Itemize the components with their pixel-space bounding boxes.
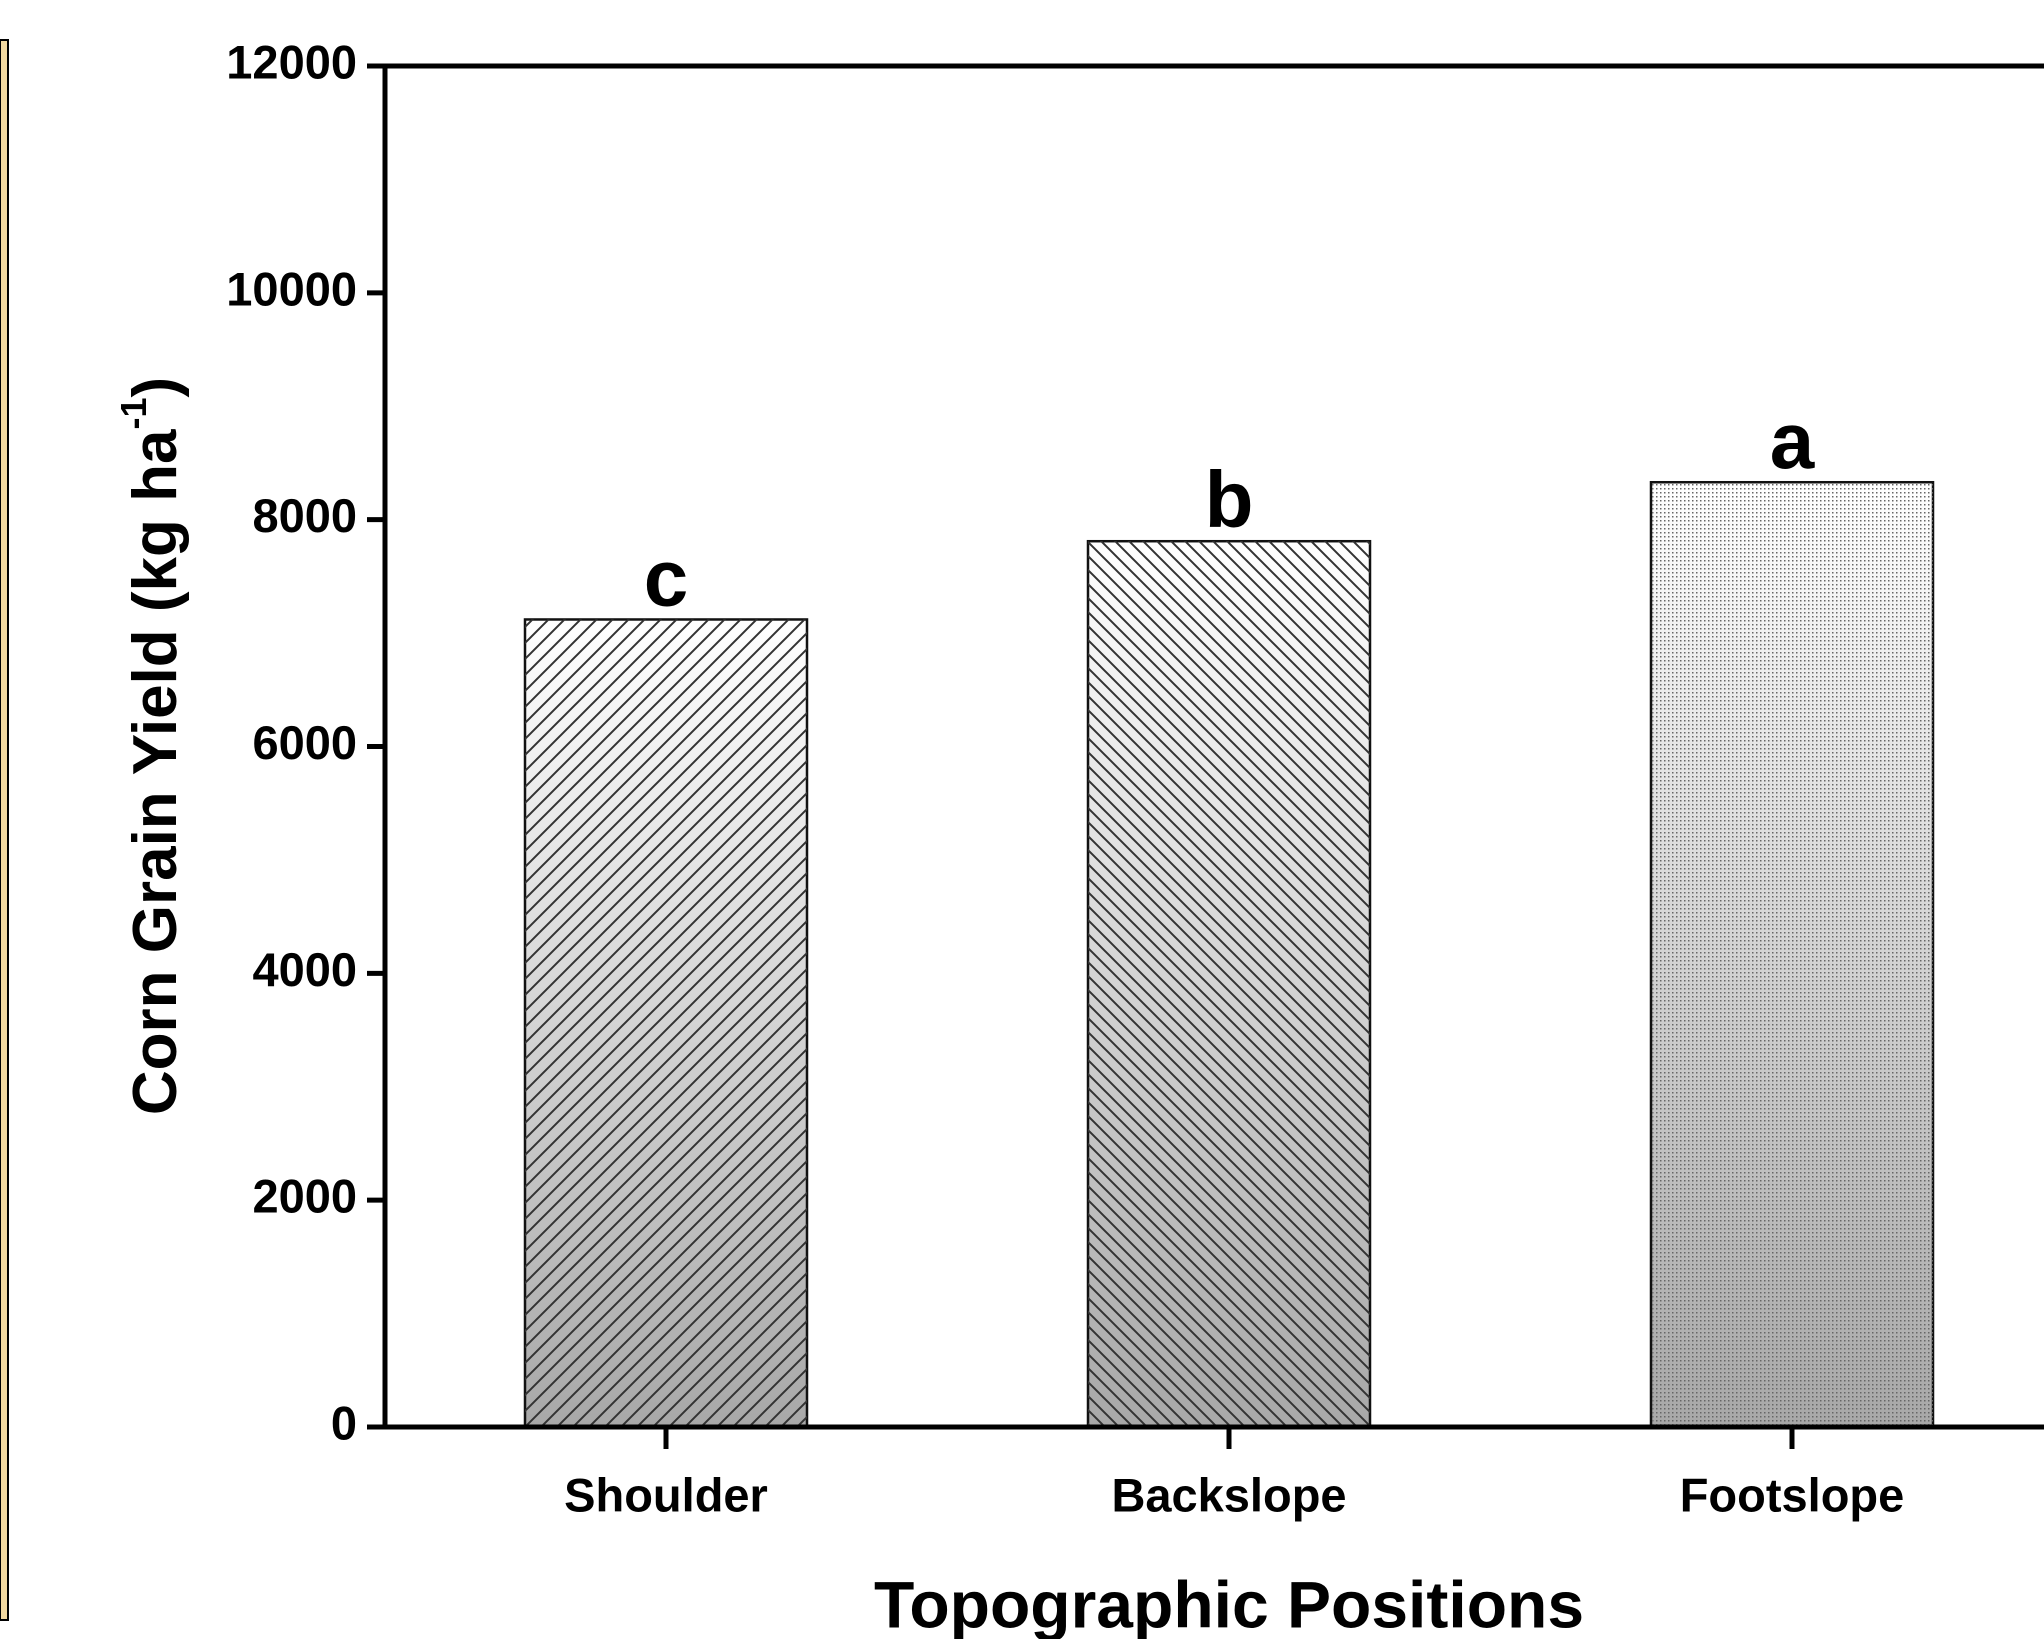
y-tick-label: 0 [331,1396,357,1449]
y-tick-label: 4000 [252,943,357,996]
x-tick-label: Backslope [1111,1468,1346,1521]
bar-pattern [525,619,807,1427]
y-tick-label: 12000 [226,35,357,88]
y-title-end: ) [121,377,190,398]
y-tick-label: 10000 [226,262,357,315]
significance-letter: c [644,533,689,622]
x-axis-title: Topographic Positions [874,1567,1584,1639]
x-tick-label: Footslope [1680,1468,1905,1521]
bar-pattern [1088,541,1370,1427]
y-tick-label: 8000 [252,489,357,542]
y-tick-label: 2000 [252,1170,357,1223]
adjacent-figure-edge [0,40,8,1620]
y-title-text: Corn Grain Yield (kg ha [121,429,190,1115]
y-axis-title: Corn Grain Yield (kg ha-1) [113,377,191,1115]
y-tick-label: 6000 [252,716,357,769]
significance-letter: b [1205,455,1254,544]
y-title-sup: -1 [113,398,154,430]
bar-pattern [1651,482,1933,1427]
significance-letter: a [1770,396,1815,485]
x-tick-label: Shoulder [564,1468,768,1521]
chart: Corn Grain Yield (kg ha-1) Topographic P… [0,0,2044,1639]
